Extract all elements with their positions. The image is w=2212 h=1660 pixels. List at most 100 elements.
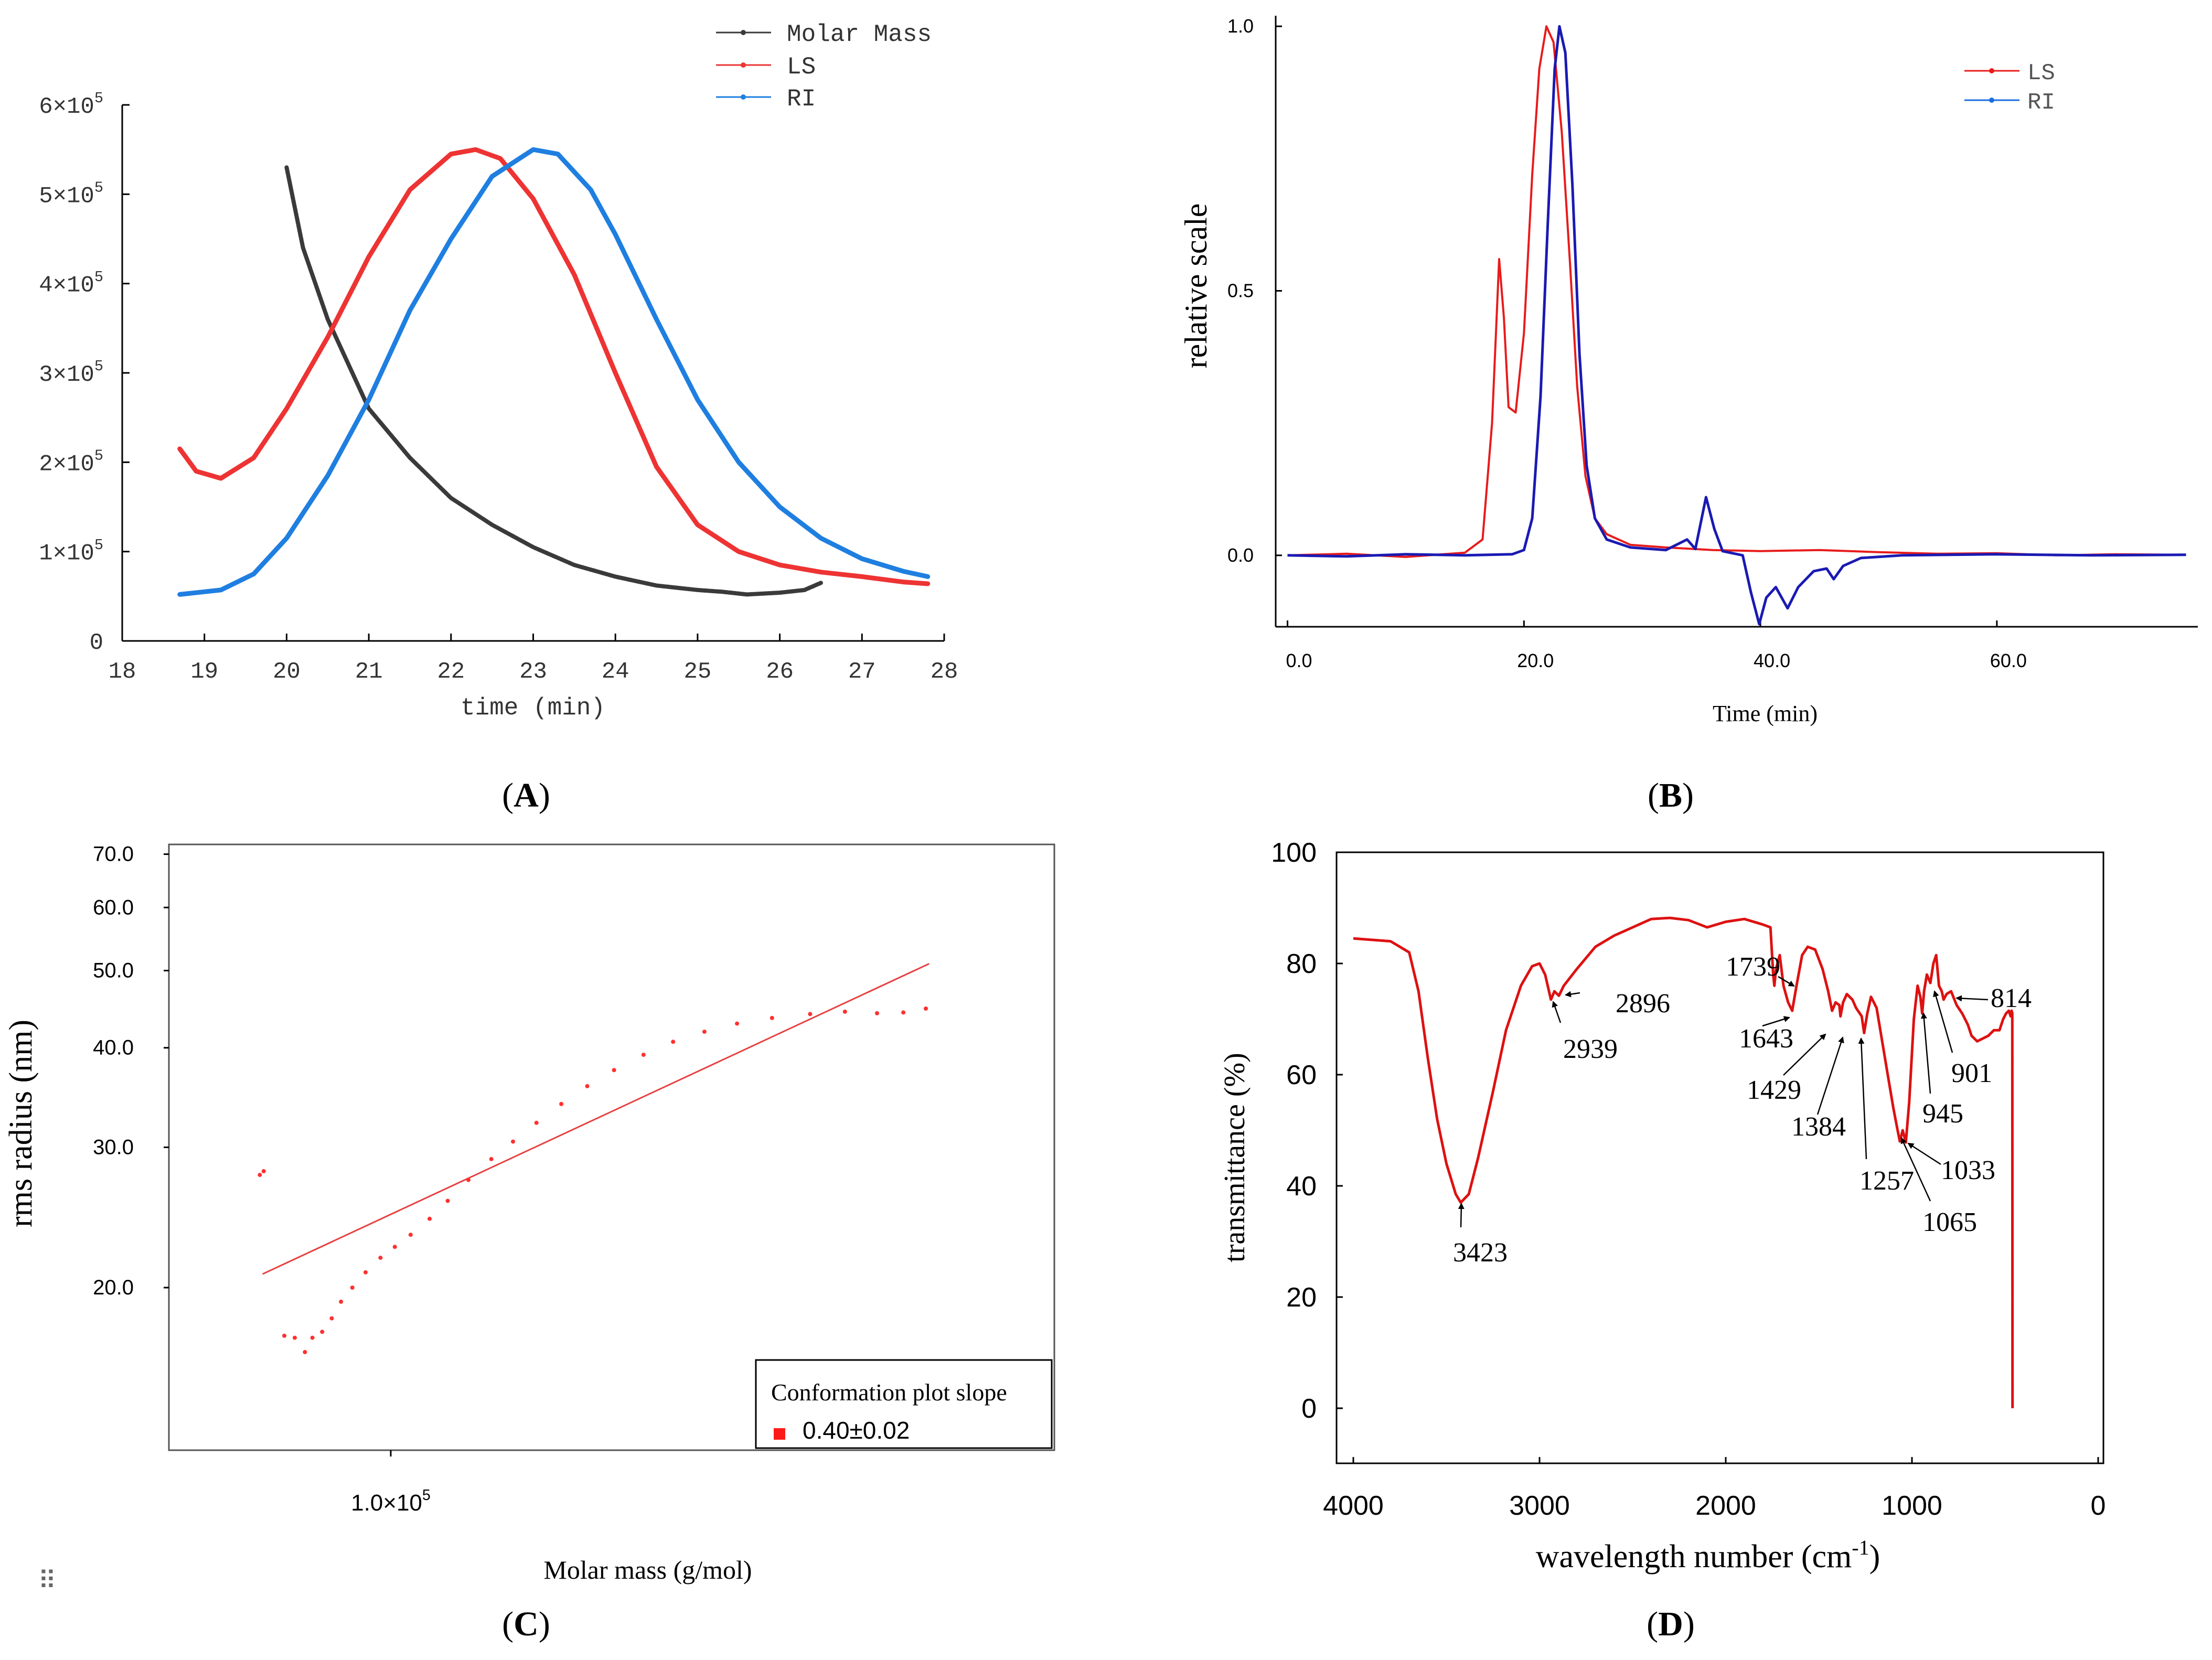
panel-c-chart: 20.0 30.0 40.0 50.0 60.0 70.0 1.0×105 Conforma… xyxy=(3,843,1055,1643)
panel-c-data-point xyxy=(808,1012,813,1016)
panel-a-x-tick-label: 28 xyxy=(931,659,958,685)
panel-a-x-tick-label: 18 xyxy=(109,659,136,685)
panel-c-data-point xyxy=(329,1316,334,1321)
panel-d-annotation-label: 1065 xyxy=(1922,1207,1977,1237)
panel-a-series-ri xyxy=(177,147,931,597)
panel-c-data-point xyxy=(585,1084,590,1088)
panel-d-annotation-label: 814 xyxy=(1991,983,2032,1013)
panel-d-y-tick-label: 100 xyxy=(1271,838,1317,868)
panel-d-annotation-label: 1033 xyxy=(1941,1155,1995,1185)
panel-d-x-tick-label: 3000 xyxy=(1509,1491,1570,1521)
panel-a-y-tick-label: 1×105 xyxy=(39,537,103,567)
panel-a-x-tick-label: 20 xyxy=(273,659,301,685)
panel-d-annotation-arrow xyxy=(1858,1037,1867,1160)
panel-c-data-point xyxy=(901,1010,906,1015)
panel-c-data-point xyxy=(466,1177,471,1182)
panel-d-y-tick-label: 40 xyxy=(1286,1171,1317,1202)
panel-c-data-point xyxy=(735,1021,740,1026)
panel-c-data-point xyxy=(408,1233,413,1237)
panel-d-annotation-arrow xyxy=(1816,1036,1844,1115)
panel-d-annotation-arrow xyxy=(1762,1016,1790,1027)
panel-c-data-point xyxy=(511,1139,515,1144)
panel-c-data-point xyxy=(303,1350,307,1354)
panel-c-data-point xyxy=(339,1299,344,1304)
drag-handle-icon: ⠿ xyxy=(38,1567,56,1595)
panel-a-y-tick-label: 2×105 xyxy=(39,447,103,478)
panel-a-y-tick-label: 3×105 xyxy=(39,358,103,388)
panel-c-y-tick-label: 40.0 xyxy=(93,1036,134,1059)
panel-c-data-point xyxy=(320,1330,325,1334)
panel-c-data-point xyxy=(534,1120,539,1125)
panel-d-annotation-arrow xyxy=(1955,995,1989,1002)
panel-c-fit-line xyxy=(262,963,929,1275)
panel-d-annotation-arrow xyxy=(1565,991,1580,998)
panel-b-x-tick-label: 60.0 xyxy=(1990,650,2027,671)
panel-d-annotation-label: 2939 xyxy=(1563,1034,1618,1064)
panel-a-x-tick-label: 27 xyxy=(848,659,876,685)
panel-a-chart: 18 19 20 21 22 23 24 25 26 27 28 0 1×105 2×105 3×105 4×… xyxy=(39,21,958,815)
legend-label-ri: RI xyxy=(2027,90,2055,116)
panel-d-spectrum-line xyxy=(1353,916,2014,1409)
panel-d-annotation-arrow xyxy=(1552,1001,1562,1023)
panel-c-data-point xyxy=(702,1030,707,1034)
panel-b-label: (B) xyxy=(1648,776,1694,815)
panel-a-x-tick-label: 22 xyxy=(437,659,465,685)
panel-c-y-axis-label: rms radius (nm) xyxy=(3,1020,39,1227)
panel-c-data-point xyxy=(924,1006,928,1011)
legend-marker-ri xyxy=(1989,98,1994,103)
panel-c-data-point xyxy=(770,1015,774,1020)
panel-c-legend: Conformation plot slope 0.40±0.02 xyxy=(755,1359,1053,1449)
panel-b-x-tick-label: 0.0 xyxy=(1286,650,1312,671)
panel-d-y-axis-label: transmittance (%) xyxy=(1219,1053,1251,1262)
legend-marker-molar-mass xyxy=(741,30,746,35)
legend-marker-ri xyxy=(741,94,746,100)
legend-label-ls: LS xyxy=(2027,60,2055,87)
panel-b-x-tick-label: 20.0 xyxy=(1517,650,1554,671)
panel-a-label: (A) xyxy=(502,776,550,815)
panel-b-legend: LS RI xyxy=(1964,60,2055,116)
panel-c-data-point xyxy=(612,1068,616,1073)
panel-c-x-axis-label: Molar mass (g/mol) xyxy=(543,1555,752,1584)
panel-a-y-tick-label: 5×105 xyxy=(39,179,103,210)
panel-a-series-ls xyxy=(177,147,931,586)
panel-d-label: (D) xyxy=(1647,1605,1695,1643)
panel-c-data-point xyxy=(428,1216,432,1221)
panel-d-annotation-label: 901 xyxy=(1951,1058,1992,1088)
panel-c-data-point xyxy=(392,1245,397,1249)
panel-a-x-tick-label: 24 xyxy=(602,659,629,685)
panel-a-legend: Molar Mass LS RI xyxy=(716,21,932,113)
panel-a-x-tick-label: 23 xyxy=(519,659,547,685)
panel-c-data-point xyxy=(292,1335,297,1340)
panel-c-y-tick-label: 70.0 xyxy=(93,843,134,866)
panel-a-x-tick-label: 26 xyxy=(766,659,794,685)
panel-c-data-point xyxy=(282,1333,286,1338)
panel-d-x-tick-label: 1000 xyxy=(1882,1491,1942,1521)
panel-c-legend-title: Conformation plot slope xyxy=(771,1379,1007,1406)
panel-d-y-tick-label: 80 xyxy=(1286,949,1317,979)
panel-d-x-tick-label: 4000 xyxy=(1323,1491,1384,1521)
panel-c-data-point xyxy=(378,1256,383,1260)
panel-b-y-tick-label: 0.0 xyxy=(1227,544,1254,566)
legend-label-ls: LS xyxy=(787,53,816,81)
panel-d-annotation-arrow xyxy=(1907,1142,1941,1165)
panel-d-plot-frame xyxy=(1335,851,2104,1464)
panel-d-y-tick-label: 20 xyxy=(1286,1282,1317,1313)
panel-d-annotation-label: 2896 xyxy=(1616,989,1670,1019)
panel-b-y-axis-label: relative scale xyxy=(1179,204,1213,369)
panel-c-data-point xyxy=(842,1009,847,1014)
panel-d-x-axis-label: wavelength number (cm-1) xyxy=(1536,1536,1880,1575)
panel-a-x-tick-label: 19 xyxy=(190,659,218,685)
legend-label-ri: RI xyxy=(787,85,816,113)
panel-c-data-point xyxy=(363,1270,368,1275)
panel-c-y-tick-label: 60.0 xyxy=(93,896,134,919)
legend-label-molar-mass: Molar Mass xyxy=(787,21,932,48)
panel-c-legend-value: 0.40±0.02 xyxy=(803,1417,910,1444)
panel-c-data-point xyxy=(641,1053,646,1057)
panel-b-series-ls xyxy=(1287,25,2186,558)
panel-b-y-tick-label: 0.5 xyxy=(1227,280,1254,302)
panel-d-y-tick-label: 60 xyxy=(1286,1060,1317,1090)
panel-b-x-tick-label: 40.0 xyxy=(1754,650,1790,671)
panel-b-x-axis-label: Time (min) xyxy=(1713,701,1818,726)
panel-b-series-ri xyxy=(1287,25,2186,626)
panel-c-data-point xyxy=(671,1040,676,1044)
